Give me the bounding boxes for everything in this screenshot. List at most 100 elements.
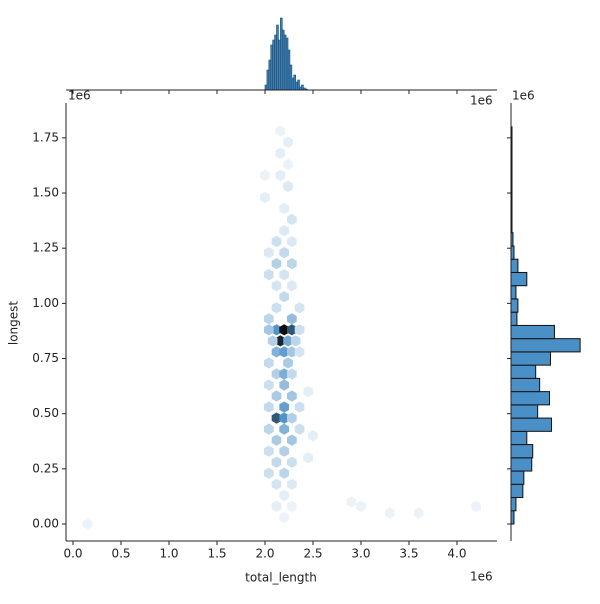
hexbin-cell xyxy=(271,280,282,292)
hexbin-cell xyxy=(263,313,274,325)
hexbin-cell xyxy=(260,169,270,181)
hexbin-cell xyxy=(260,191,270,204)
hexbin-cell xyxy=(287,313,297,325)
x-tick-label: 1.0 xyxy=(159,547,178,561)
hexbin-cell xyxy=(287,280,297,292)
hexbin-cell xyxy=(384,507,395,519)
histogram-bar xyxy=(510,470,525,485)
hexbin-cell xyxy=(287,456,297,468)
histogram-bar xyxy=(510,324,555,340)
hexbin-cell xyxy=(279,412,290,424)
hexbin-cell xyxy=(263,357,274,369)
hexbin-cell xyxy=(471,500,482,512)
histogram-bar xyxy=(510,483,524,499)
y-offset-label: 1e6 xyxy=(68,89,91,103)
hexbin-cell xyxy=(279,511,290,523)
hexbin-cell xyxy=(263,324,274,336)
hexbin-cell xyxy=(267,335,278,347)
hexbin-cell xyxy=(271,456,282,468)
hexbin-cell xyxy=(303,452,314,464)
hexbin-cell xyxy=(279,368,290,380)
hexbin-cell xyxy=(279,269,290,281)
hexbin-cell xyxy=(287,434,297,446)
hexbin-cell xyxy=(290,335,301,347)
x-tick-label: 2.0 xyxy=(255,547,274,561)
hexbin-cell xyxy=(283,180,293,193)
x-axis-label: total_length xyxy=(245,571,317,585)
hexbin-cell xyxy=(287,478,297,490)
hexbin-cell xyxy=(275,169,286,181)
hexbin-cell xyxy=(279,379,290,391)
y-axis-label: longest xyxy=(7,301,21,346)
hexbin-cell xyxy=(279,489,290,501)
histogram-bar xyxy=(510,457,533,472)
hexbin-cell xyxy=(346,496,357,508)
hexbin-cell xyxy=(263,401,274,413)
x-offset-label: 1e6 xyxy=(470,570,493,584)
histogram-bar xyxy=(510,430,528,446)
hexbin-cell xyxy=(279,324,290,336)
histogram-bar xyxy=(510,285,517,300)
hexbin-cell xyxy=(82,518,93,530)
y-tick-label: 1.50 xyxy=(32,186,59,200)
y-tick-label: 1.00 xyxy=(32,296,59,310)
hexbin-cell xyxy=(294,423,305,435)
hexbin-cell xyxy=(294,401,305,413)
hexbin-cell xyxy=(275,125,286,137)
hexbin-cell xyxy=(279,467,290,479)
histogram-bar xyxy=(510,404,539,419)
hexbin-cell xyxy=(271,434,282,446)
histogram-bar xyxy=(510,391,551,406)
hexbin-cell xyxy=(263,445,274,457)
x-tick-label: 1.5 xyxy=(207,547,226,561)
hexbin-cell xyxy=(287,390,297,402)
hexbin-cell xyxy=(294,302,305,314)
histogram-bar xyxy=(510,258,519,273)
hexbin-cell xyxy=(303,386,314,398)
hexbin-cell xyxy=(263,467,274,479)
y-tick-label: 0.50 xyxy=(32,406,59,420)
hexbin-cell xyxy=(271,324,282,336)
histogram-bar xyxy=(510,338,581,353)
histogram-bar xyxy=(510,298,519,313)
y-tick-label: 0.25 xyxy=(32,461,59,475)
y-tick-label: 1.75 xyxy=(32,130,59,144)
hexbin-cell xyxy=(308,430,318,442)
hexbin-cell xyxy=(356,500,366,512)
hexbin-cell xyxy=(279,423,290,435)
hexbin-cell xyxy=(283,158,293,170)
hexbin-cell xyxy=(287,412,297,424)
hexbin-cell xyxy=(279,224,290,237)
hexbin-cell xyxy=(283,357,293,369)
hexbin-cell xyxy=(263,269,274,281)
histogram-bar xyxy=(510,271,528,287)
hexbin-cell xyxy=(287,500,297,512)
hexbin-cell xyxy=(279,445,290,457)
histogram-bar xyxy=(510,497,517,512)
hexbin-cell xyxy=(263,423,274,435)
hexbin-cell xyxy=(287,324,297,336)
histogram-bar xyxy=(510,444,534,459)
y-offset-label: 1e6 xyxy=(512,89,535,103)
hexbin-cell xyxy=(275,335,286,347)
y-tick-label: 0.00 xyxy=(32,517,59,531)
hexbin-cell xyxy=(271,390,282,402)
histogram-bar xyxy=(510,364,537,379)
hexbin-cell xyxy=(271,235,282,248)
hexbin-cell xyxy=(283,136,293,148)
hexbin-cell xyxy=(279,346,290,358)
hexbin-cell xyxy=(271,368,282,380)
hexbin-cell xyxy=(279,291,290,303)
hexbin-cell xyxy=(283,335,293,347)
hexbin-cell xyxy=(271,412,282,424)
hexbin-cell xyxy=(271,478,282,490)
y-tick-label: 1.25 xyxy=(32,241,59,255)
x-tick-label: 4.0 xyxy=(447,547,466,561)
hexbin-cell xyxy=(279,247,290,259)
x-tick-label: 3.5 xyxy=(399,547,418,561)
histogram-bar xyxy=(510,417,552,432)
hexbin-cell xyxy=(271,500,282,512)
hexbin-cell xyxy=(413,507,424,519)
hexbin-cell xyxy=(294,346,305,358)
hexbin-cell xyxy=(287,258,297,270)
